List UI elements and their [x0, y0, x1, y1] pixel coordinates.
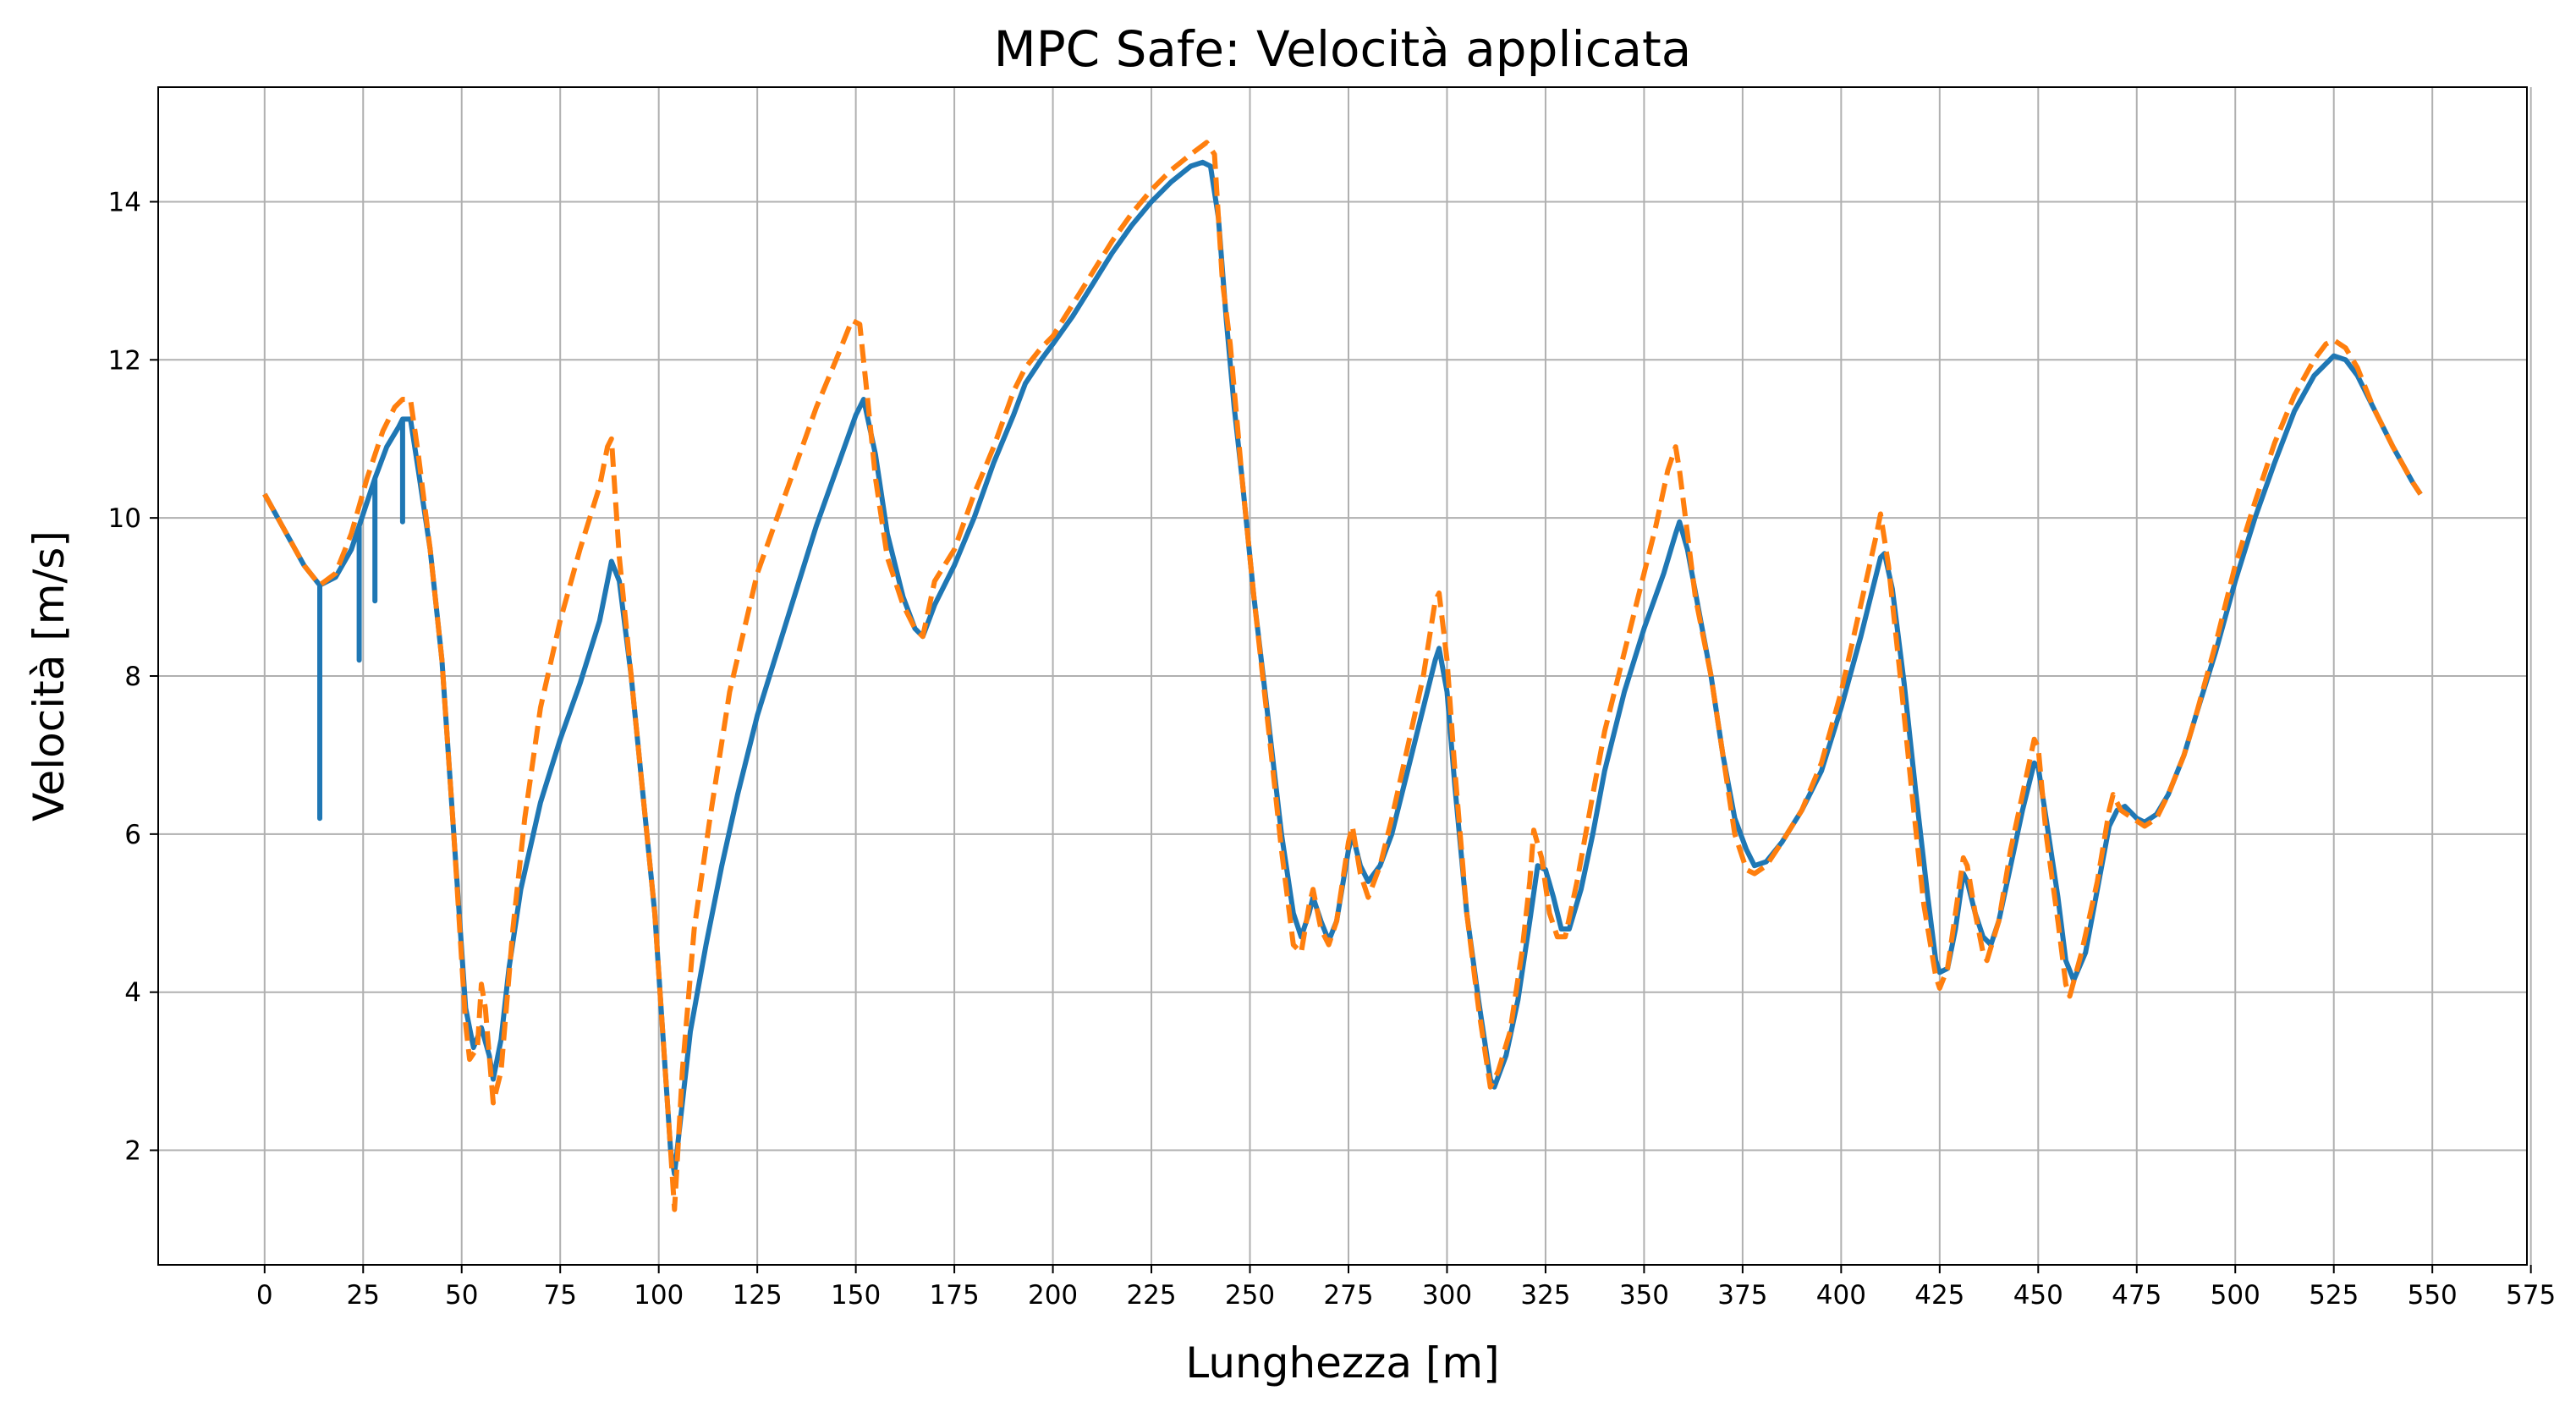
x-tick-label: 25: [347, 1280, 380, 1311]
y-tick-label: 12: [108, 345, 141, 376]
x-tick-label: 150: [831, 1280, 881, 1311]
series-line-2: [262, 140, 2423, 1212]
x-tick-label: 450: [2013, 1280, 2063, 1311]
x-tick-label: 525: [2309, 1280, 2359, 1311]
x-tick-label: 200: [1028, 1280, 1078, 1311]
x-tick-label: 400: [1816, 1280, 1866, 1311]
x-tick-label: 475: [2112, 1280, 2161, 1311]
x-tick-label: 75: [543, 1280, 576, 1311]
y-tick-label: 2: [124, 1136, 141, 1167]
x-tick-label: 50: [445, 1280, 478, 1311]
x-tick-label: 550: [2408, 1280, 2458, 1311]
x-axis-label: Lunghezza [m]: [1185, 1338, 1499, 1388]
x-tick-label: 300: [1422, 1280, 1472, 1311]
series-layer: [262, 140, 2423, 1212]
x-tick-label: 225: [1126, 1280, 1176, 1311]
y-axis-label: Velocità [m/s]: [25, 530, 74, 822]
x-tick-label: 125: [733, 1280, 783, 1311]
x-tick-label: 575: [2506, 1280, 2556, 1311]
x-tick-label: 250: [1225, 1280, 1275, 1311]
x-tick-label: 425: [1914, 1280, 1964, 1311]
y-tick-label: 8: [124, 662, 141, 692]
x-tick-label: 0: [256, 1280, 273, 1311]
y-tick-label: 10: [108, 503, 141, 534]
y-tick-label: 6: [124, 820, 141, 850]
x-tick-label: 350: [1619, 1280, 1669, 1311]
x-tick-label: 325: [1520, 1280, 1570, 1311]
y-tick-label: 14: [108, 187, 141, 217]
y-tick-label: 4: [124, 978, 141, 1009]
x-tick-label: 100: [634, 1280, 684, 1311]
ticks: 0 25 50 75 100 125 150 175 200 225 250 275 300 325 350…: [108, 187, 2557, 1311]
x-tick-label: 175: [930, 1280, 980, 1311]
x-tick-label: 275: [1323, 1280, 1373, 1311]
x-tick-label: 500: [2211, 1280, 2260, 1311]
x-tick-label: 375: [1717, 1280, 1767, 1311]
chart-title: MPC Safe: Velocità applicata: [994, 20, 1692, 78]
